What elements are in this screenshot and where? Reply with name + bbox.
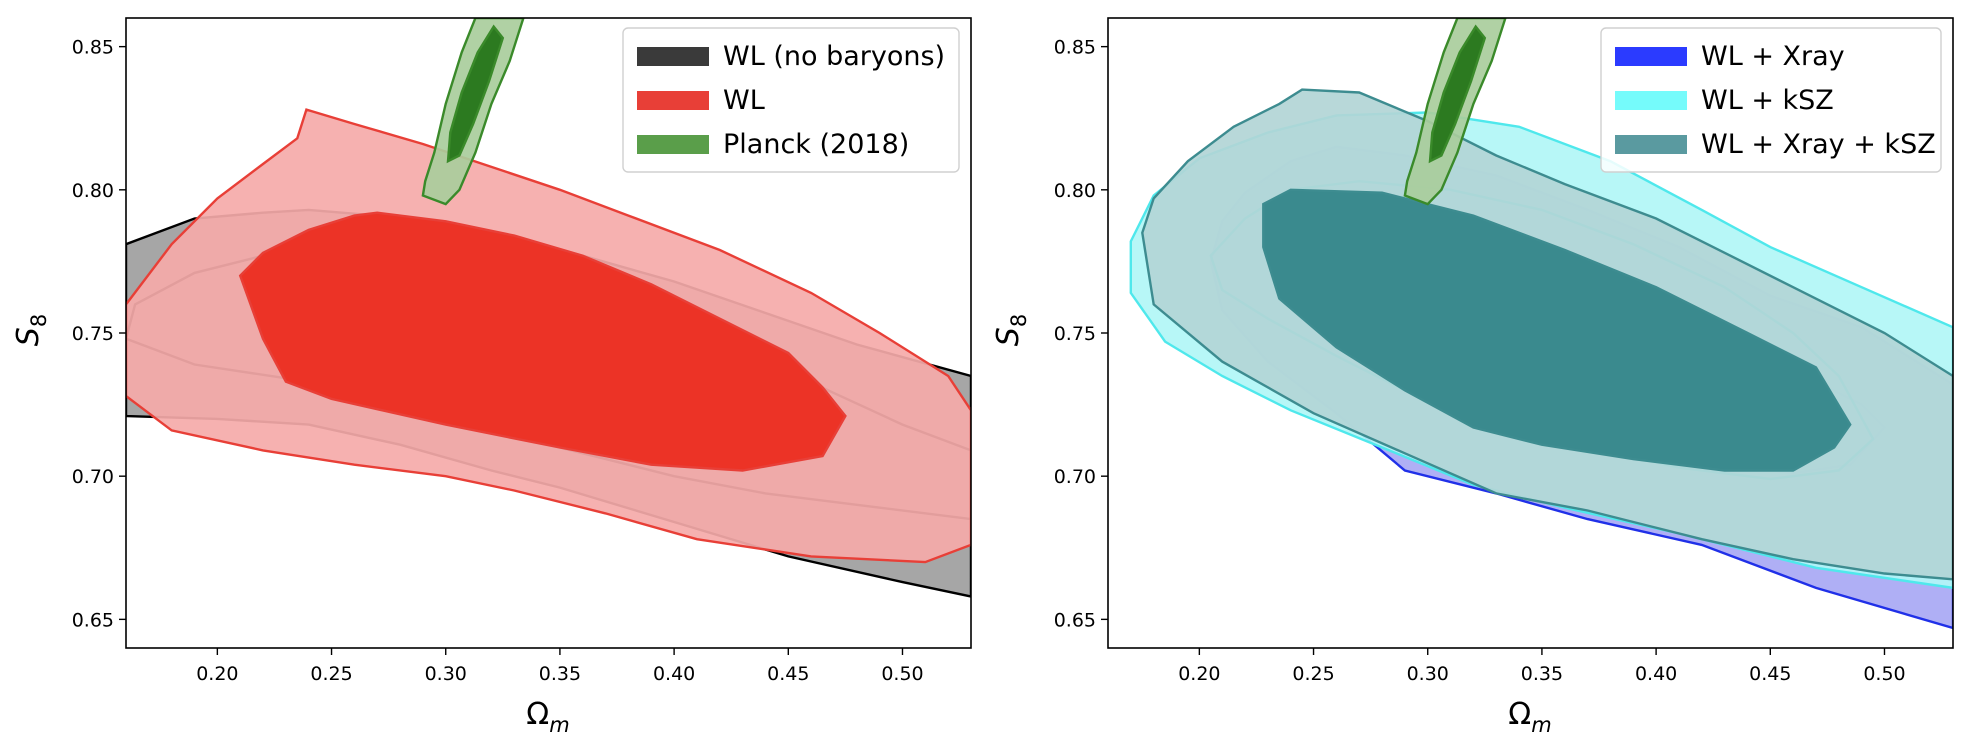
y-tick-label: 0.85 [72, 37, 114, 59]
left-panel-wl-comparison: 0.20 0.25 0.30 0.35 0.40 0.45 0.50 0.65 0.70 0.7… [11, 17, 972, 736]
y-tick-label: 0.70 [72, 466, 114, 488]
right-plot-area [1129, 18, 1953, 630]
right-x-axis: 0.20 0.25 0.30 0.35 0.40 0.45 0.50 [1178, 648, 1906, 685]
legend-swatch [1615, 135, 1687, 154]
legend-label: WL + kSZ [1701, 85, 1834, 116]
legend-label: WL [723, 85, 765, 116]
y-tick-label: 0.80 [72, 180, 114, 202]
y-tick-label: 0.75 [72, 323, 114, 345]
right-legend: WL + Xray WL + kSZ WL + Xray + kSZ [1600, 27, 1942, 173]
right-y-axis: 0.65 0.70 0.75 0.80 0.85 [1054, 37, 1108, 631]
legend-label: WL (no baryons) [723, 41, 945, 72]
x-tick-label: 0.50 [881, 663, 923, 685]
left-x-axis-label: Ωm [526, 697, 569, 736]
right-panel-xray-ksz: 0.20 0.25 0.30 0.35 0.40 0.45 0.50 0.65 0.70 0.7… [991, 17, 1954, 736]
x-tick-label: 0.30 [425, 663, 467, 685]
x-tick-label: 0.25 [310, 663, 352, 685]
axes-frame [125, 17, 972, 649]
contour-planck-overlay-inner [1428, 24, 1487, 164]
left-legend: WL (no baryons) WL Planck (2018) [622, 27, 960, 173]
legend-label: WL + Xray + kSZ [1701, 129, 1936, 160]
y-tick-label: 0.75 [1054, 323, 1096, 345]
axes-frame [1107, 17, 1954, 649]
x-tick-label: 0.35 [1521, 663, 1563, 685]
left-y-axis-label: S8 [11, 314, 51, 346]
x-tick-label: 0.45 [767, 663, 809, 685]
legend-label: Planck (2018) [723, 129, 909, 160]
x-tick-label: 0.25 [1292, 663, 1334, 685]
x-tick-label: 0.35 [539, 663, 581, 685]
x-tick-label: 0.40 [1635, 663, 1677, 685]
x-tick-label: 0.20 [1178, 663, 1220, 685]
legend-swatch [637, 47, 709, 66]
right-x-axis-label: Ωm [1508, 697, 1551, 736]
y-tick-label: 0.70 [1054, 466, 1096, 488]
legend-swatch [637, 91, 709, 110]
x-tick-label: 0.45 [1749, 663, 1791, 685]
x-tick-label: 0.40 [653, 663, 695, 685]
y-tick-label: 0.65 [1054, 609, 1096, 631]
x-tick-label: 0.30 [1407, 663, 1449, 685]
contour-planck-2018-inner [446, 24, 505, 164]
legend-swatch [1615, 47, 1687, 66]
x-tick-label: 0.20 [196, 663, 238, 685]
left-x-axis: 0.20 0.25 0.30 0.35 0.40 0.45 0.50 [196, 648, 924, 685]
legend-swatch [637, 135, 709, 154]
legend-label: WL + Xray [1701, 41, 1845, 72]
left-plot-area [126, 18, 971, 598]
contour-wl-xray-ksz-inner [1262, 188, 1852, 472]
legend-swatch [1615, 91, 1687, 110]
x-tick-label: 0.50 [1863, 663, 1905, 685]
contour-wl-inner [238, 211, 847, 472]
y-tick-label: 0.65 [72, 609, 114, 631]
y-tick-label: 0.80 [1054, 180, 1096, 202]
right-y-axis-label: S8 [991, 314, 1031, 346]
y-tick-label: 0.85 [1054, 37, 1096, 59]
left-y-axis: 0.65 0.70 0.75 0.80 0.85 [72, 37, 126, 631]
